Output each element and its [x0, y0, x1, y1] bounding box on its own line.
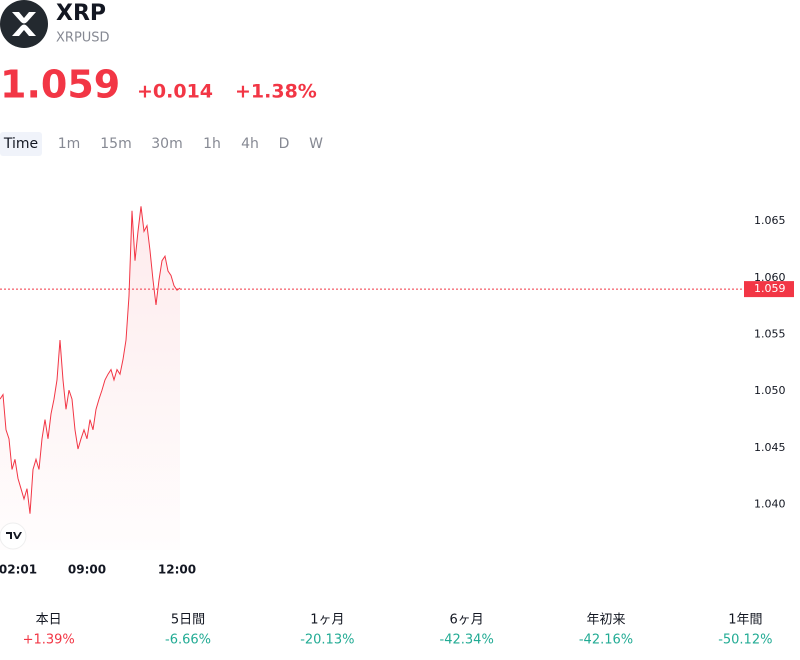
- interval-tab[interactable]: 15m: [100, 136, 131, 152]
- period-change: +1.39%: [23, 633, 75, 648]
- last-price-tag: [744, 281, 794, 298]
- area: [0, 206, 180, 551]
- y-tick-label: 1.055: [754, 327, 786, 340]
- interval-tab[interactable]: Time: [3, 136, 38, 152]
- period-label: 本日: [36, 613, 62, 628]
- period-label: 年初来: [586, 613, 625, 628]
- last-price-label: 1.059: [754, 282, 786, 295]
- interval-tab[interactable]: D: [279, 136, 290, 152]
- price-line: [0, 206, 181, 514]
- period-change: -42.16%: [579, 633, 633, 648]
- symbol: XRP: [56, 1, 106, 26]
- y-tick-label: 1.050: [754, 384, 786, 397]
- interval-tabs: Time 1m 15m 30m 1h 4h D W: [3, 136, 323, 152]
- interval-tab[interactable]: 4h: [241, 136, 259, 152]
- x-tick-label: 02:01: [0, 563, 37, 577]
- ticker: XRPUSD: [56, 31, 110, 46]
- x-tick-label: 12:00: [158, 563, 196, 577]
- interval-tab[interactable]: 30m: [151, 136, 182, 152]
- period-change: -20.13%: [300, 633, 354, 648]
- period-change: -50.12%: [718, 633, 772, 648]
- interval-tab[interactable]: W: [309, 136, 323, 152]
- plot: 1.040 1.045 1.050 1.055 1.060 1.065 02:01 09:00…: [0, 206, 794, 577]
- performance-row: 本日 +1.39% 5日間 -6.66% 1ヶ月 -20.13% 6ヶ月 -42.34% 年初来…: [23, 613, 773, 648]
- interval-tab[interactable]: 1m: [58, 136, 81, 152]
- active-tab-bg: [0, 132, 42, 156]
- y-tick-label: 1.045: [754, 441, 786, 454]
- price: 1.059: [0, 63, 120, 107]
- y-tick-label: 1.060: [754, 271, 786, 284]
- y-tick-label: 1.040: [754, 498, 786, 511]
- y-tick-label: 1.065: [754, 214, 786, 227]
- period-change: -6.66%: [165, 633, 211, 648]
- period-change: -42.34%: [440, 633, 494, 648]
- logo: [0, 0, 48, 48]
- tv-logo: [0, 522, 27, 550]
- change-percent: +1.38%: [235, 81, 317, 103]
- change: +0.014: [137, 81, 213, 103]
- period-label: 6ヶ月: [450, 613, 484, 628]
- period-label: 1年間: [728, 613, 762, 628]
- period-label: 5日間: [171, 613, 205, 628]
- interval-tab[interactable]: 1h: [203, 136, 221, 152]
- period-label: 1ヶ月: [310, 613, 344, 628]
- x-tick-label: 09:00: [68, 563, 106, 577]
